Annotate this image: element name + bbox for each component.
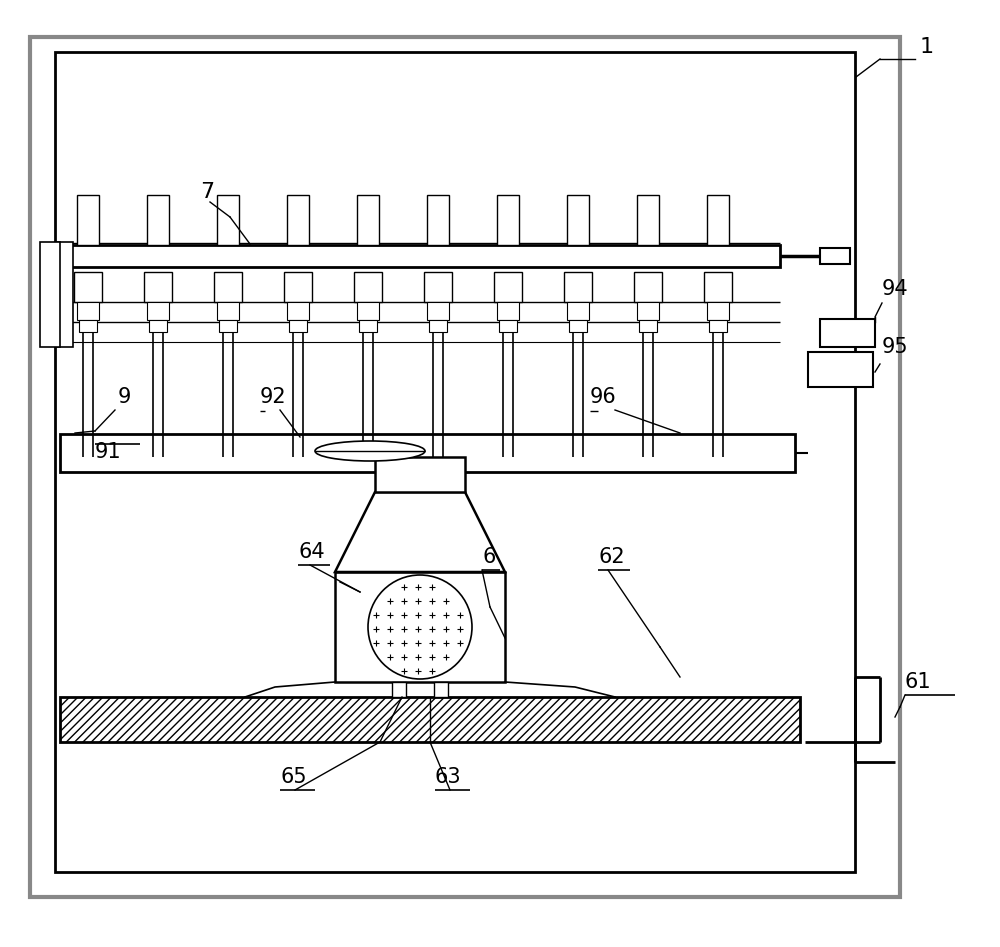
Bar [60,697,800,742]
Bar [55,242,73,347]
Text: 94: 94 [882,279,909,299]
Text: 62: 62 [598,547,625,567]
Bar [494,272,522,302]
Text: 7: 7 [200,182,214,202]
Bar [79,320,97,332]
Bar [637,195,659,245]
Bar [60,434,795,472]
Text: 1: 1 [920,37,934,57]
Bar [564,272,592,302]
Text: 96: 96 [590,387,617,407]
Text: 92: 92 [260,387,287,407]
Bar [375,457,465,492]
Bar [60,697,800,742]
Bar [704,272,732,302]
Bar [40,242,60,347]
Bar [77,302,99,320]
Bar [30,37,900,897]
Bar [434,682,448,697]
Bar [357,195,379,245]
Bar [74,272,102,302]
Bar [354,272,382,302]
Bar [55,52,855,872]
Bar [634,272,662,302]
Text: 91: 91 [95,442,122,462]
Bar [820,248,850,264]
Bar [60,245,780,267]
Bar [709,320,727,332]
Text: 64: 64 [298,542,325,562]
Bar [429,320,447,332]
Bar [497,195,519,245]
Bar [427,302,449,320]
Bar [287,302,309,320]
Bar [567,195,589,245]
Bar [214,272,242,302]
Bar [569,320,587,332]
Bar [637,302,659,320]
Bar [808,352,873,387]
Bar [217,302,239,320]
Bar [567,302,589,320]
Bar [392,682,406,697]
Text: 61: 61 [905,672,932,692]
Bar [499,320,517,332]
Bar [147,195,169,245]
Bar [427,195,449,245]
Bar [217,195,239,245]
Bar [284,272,312,302]
Text: 95: 95 [882,337,909,357]
Bar [144,272,172,302]
Bar [820,319,875,347]
Text: 63: 63 [435,767,462,787]
Bar [424,272,452,302]
Bar [335,572,505,682]
Text: 9: 9 [118,387,131,407]
Bar [357,302,379,320]
Bar [707,302,729,320]
Bar [219,320,237,332]
Polygon shape [335,492,505,572]
Bar [289,320,307,332]
Bar [77,195,99,245]
Bar [359,320,377,332]
Bar [287,195,309,245]
Bar [497,302,519,320]
Ellipse shape [315,441,425,461]
Bar [147,302,169,320]
Text: 65: 65 [280,767,307,787]
Bar [639,320,657,332]
Circle shape [368,575,472,679]
Text: 6: 6 [482,547,495,567]
Bar [707,195,729,245]
Bar [149,320,167,332]
